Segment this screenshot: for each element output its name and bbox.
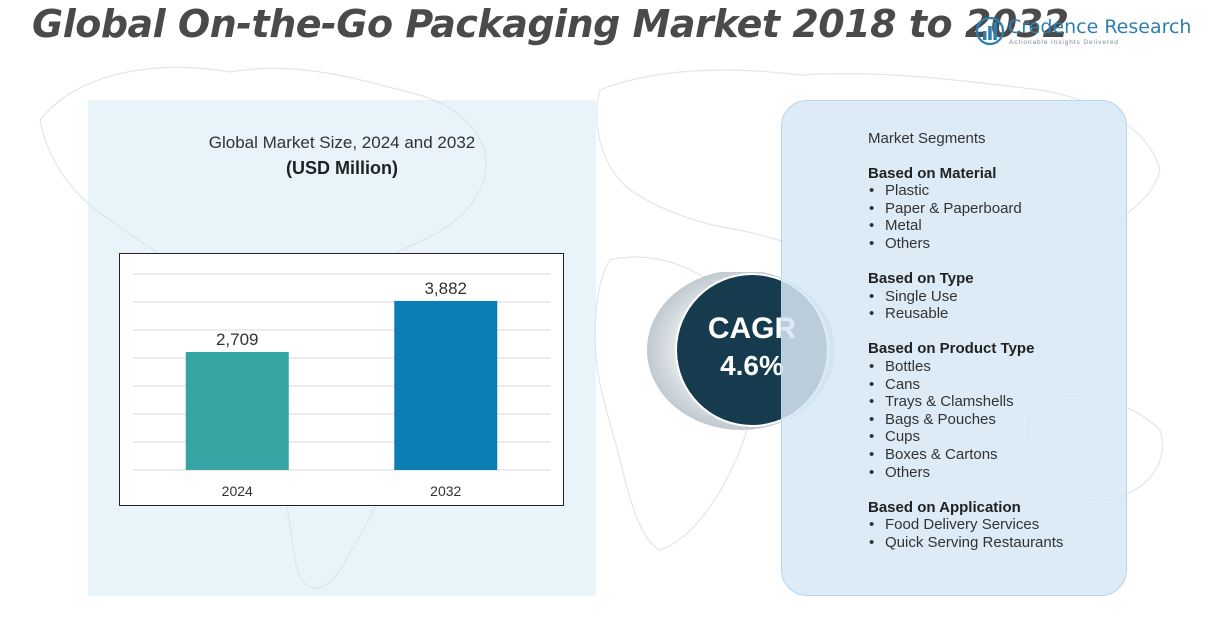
segment-group-title: Based on Application <box>868 498 1021 516</box>
segment-group-title: Based on Product Type <box>868 340 1035 358</box>
bar-2024 <box>185 352 289 470</box>
page-title: Global On-the-Go Packaging Market 2018 t… <box>32 2 1069 46</box>
segment-item: Food Delivery Services <box>868 516 1118 534</box>
x-tick-label: 2024 <box>222 483 253 499</box>
data-label: 3,882 <box>424 279 467 298</box>
segment-item: Paper & Paperboard <box>868 200 1118 218</box>
segment-group-title: Based on Type <box>868 270 974 288</box>
logo-tagline: Actionable Insights Delivered <box>1009 39 1119 46</box>
segment-group-title: Based on Material <box>868 164 997 182</box>
segment-group: Based on Product TypeBottlesCansTrays & … <box>868 340 1118 481</box>
segment-item-list: BottlesCansTrays & ClamshellsBags & Pouc… <box>868 358 1118 481</box>
bar-2032 <box>394 300 498 470</box>
chart-unit: (USD Million) <box>286 158 398 178</box>
logo-bars-icon <box>975 16 1005 46</box>
segments-heading: Market Segments <box>868 130 986 147</box>
segment-item: Bags & Pouches <box>868 411 1118 429</box>
data-label: 2,709 <box>216 330 259 349</box>
segment-item: Cups <box>868 428 1118 446</box>
segment-item: Trays & Clamshells <box>868 393 1118 411</box>
market-size-bar-chart: 2,709 2024 3,882 2032 <box>119 253 564 506</box>
segment-item: Quick Serving Restaurants <box>868 534 1118 552</box>
market-segments-list: Market Segments Based on MaterialPlastic… <box>868 130 1118 569</box>
segment-item: Others <box>868 464 1118 482</box>
segment-item-list: PlasticPaper & PaperboardMetalOthers <box>868 182 1118 252</box>
cagr-value: 4.6% <box>720 350 784 381</box>
segment-item: Others <box>868 235 1118 253</box>
logo-name: Credence Research <box>1008 16 1192 38</box>
x-tick-label: 2032 <box>430 483 461 499</box>
segment-item: Reusable <box>868 305 1118 323</box>
segment-item: Metal <box>868 217 1118 235</box>
credence-research-logo: Credence Research Actionable Insights De… <box>975 14 1191 50</box>
segment-item: Single Use <box>868 288 1118 306</box>
segment-item: Cans <box>868 376 1118 394</box>
segment-item: Bottles <box>868 358 1118 376</box>
segment-group: Based on MaterialPlasticPaper & Paperboa… <box>868 165 1118 253</box>
segment-item: Boxes & Cartons <box>868 446 1118 464</box>
segment-item: Plastic <box>868 182 1118 200</box>
segment-group: Based on TypeSingle UseReusable <box>868 270 1118 323</box>
segment-item-list: Food Delivery ServicesQuick Serving Rest… <box>868 516 1118 551</box>
segment-group: Based on ApplicationFood Delivery Servic… <box>868 499 1118 552</box>
chart-title: Global Market Size, 2024 and 2032 <box>208 133 476 152</box>
segment-item-list: Single UseReusable <box>868 288 1118 323</box>
